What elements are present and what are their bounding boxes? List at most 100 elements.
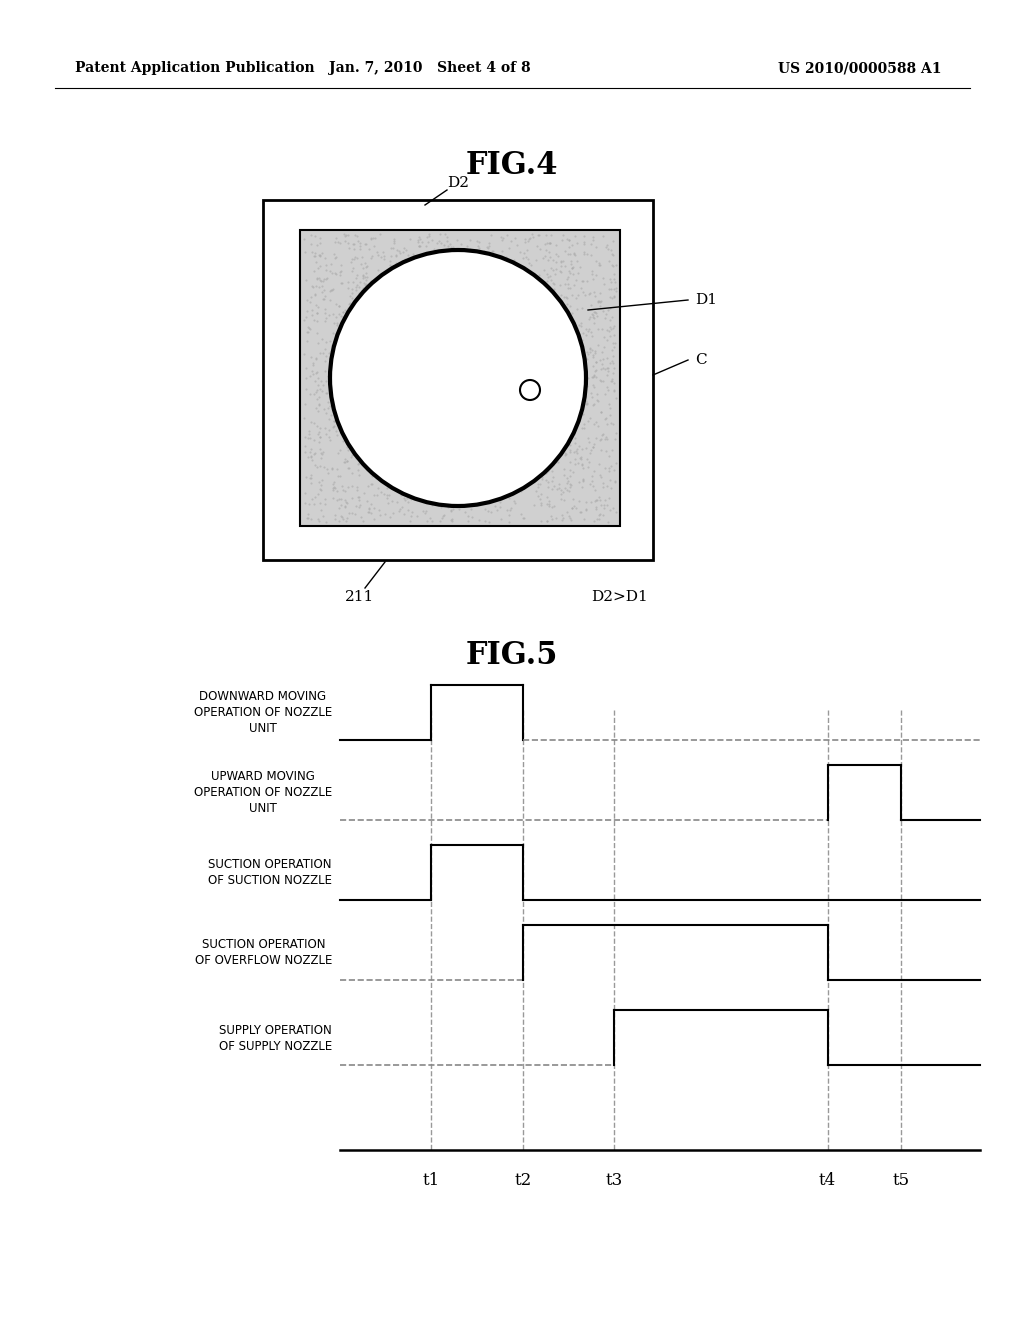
Point <box>317 346 334 367</box>
Point <box>510 256 526 277</box>
Point <box>444 486 461 507</box>
Point <box>485 379 502 400</box>
Point <box>463 429 479 450</box>
Point <box>354 511 371 532</box>
Point <box>459 380 475 401</box>
Point <box>508 441 524 462</box>
Point <box>410 264 426 285</box>
Point <box>499 356 515 378</box>
Point <box>362 494 379 515</box>
Point <box>546 475 562 496</box>
Point <box>585 437 601 458</box>
Point <box>374 325 390 346</box>
Point <box>479 293 496 314</box>
Point <box>499 331 515 352</box>
Point <box>606 315 623 337</box>
Point <box>607 271 624 292</box>
Point <box>570 380 587 401</box>
Point <box>438 294 455 315</box>
Point <box>489 421 506 442</box>
Point <box>577 391 593 412</box>
Point <box>389 314 406 335</box>
Point <box>578 318 594 339</box>
Point <box>346 403 362 424</box>
Point <box>544 508 560 529</box>
Point <box>518 319 535 341</box>
Point <box>500 437 516 458</box>
Point <box>329 425 345 446</box>
Point <box>361 399 378 420</box>
Point <box>524 323 541 345</box>
Point <box>307 442 324 463</box>
Point <box>604 306 621 327</box>
Point <box>539 412 555 433</box>
Point <box>343 441 359 462</box>
Point <box>481 294 498 315</box>
Point <box>403 502 420 523</box>
Point <box>602 370 618 391</box>
Point <box>450 438 466 459</box>
Point <box>497 445 513 466</box>
Point <box>518 240 535 261</box>
Point <box>324 341 340 362</box>
Point <box>548 235 564 256</box>
Point <box>335 315 351 337</box>
Point <box>461 290 477 312</box>
Point <box>306 260 323 281</box>
Point <box>602 310 618 331</box>
Point <box>463 242 479 263</box>
Point <box>325 389 341 411</box>
Point <box>526 289 543 310</box>
Point <box>549 330 565 351</box>
Point <box>331 304 347 325</box>
Point <box>382 322 398 343</box>
Point <box>575 242 592 263</box>
Point <box>311 438 328 459</box>
Point <box>441 487 458 508</box>
Point <box>327 368 343 389</box>
Point <box>313 281 330 302</box>
Point <box>596 308 612 329</box>
Point <box>441 384 458 405</box>
Point <box>541 495 557 516</box>
Point <box>509 260 525 281</box>
Point <box>505 401 521 422</box>
Point <box>430 430 446 451</box>
Point <box>511 371 527 392</box>
Point <box>387 424 403 445</box>
Point <box>428 247 444 268</box>
Point <box>429 322 445 343</box>
Text: SUPPLY OPERATION
OF SUPPLY NOZZLE: SUPPLY OPERATION OF SUPPLY NOZZLE <box>219 1023 332 1052</box>
Point <box>547 428 563 449</box>
Point <box>499 267 515 288</box>
Point <box>547 331 563 352</box>
Point <box>544 470 560 491</box>
Point <box>469 378 485 399</box>
Point <box>299 330 315 351</box>
Text: 211: 211 <box>345 590 375 605</box>
Point <box>556 354 572 375</box>
Point <box>557 255 573 276</box>
Point <box>318 511 335 532</box>
Point <box>357 432 374 453</box>
Point <box>487 426 504 447</box>
Point <box>453 438 469 459</box>
Point <box>481 418 498 440</box>
Point <box>564 355 581 376</box>
Point <box>510 399 526 420</box>
Point <box>312 426 329 447</box>
Point <box>392 243 409 264</box>
Point <box>500 342 516 363</box>
Point <box>333 372 349 393</box>
Point <box>331 296 347 317</box>
Point <box>340 436 356 457</box>
Point <box>390 348 407 370</box>
Point <box>570 491 587 512</box>
Point <box>332 261 348 282</box>
Point <box>450 405 466 426</box>
Point <box>366 374 382 395</box>
Point <box>465 339 481 360</box>
Point <box>337 420 353 441</box>
Point <box>356 483 373 504</box>
Point <box>522 227 539 248</box>
